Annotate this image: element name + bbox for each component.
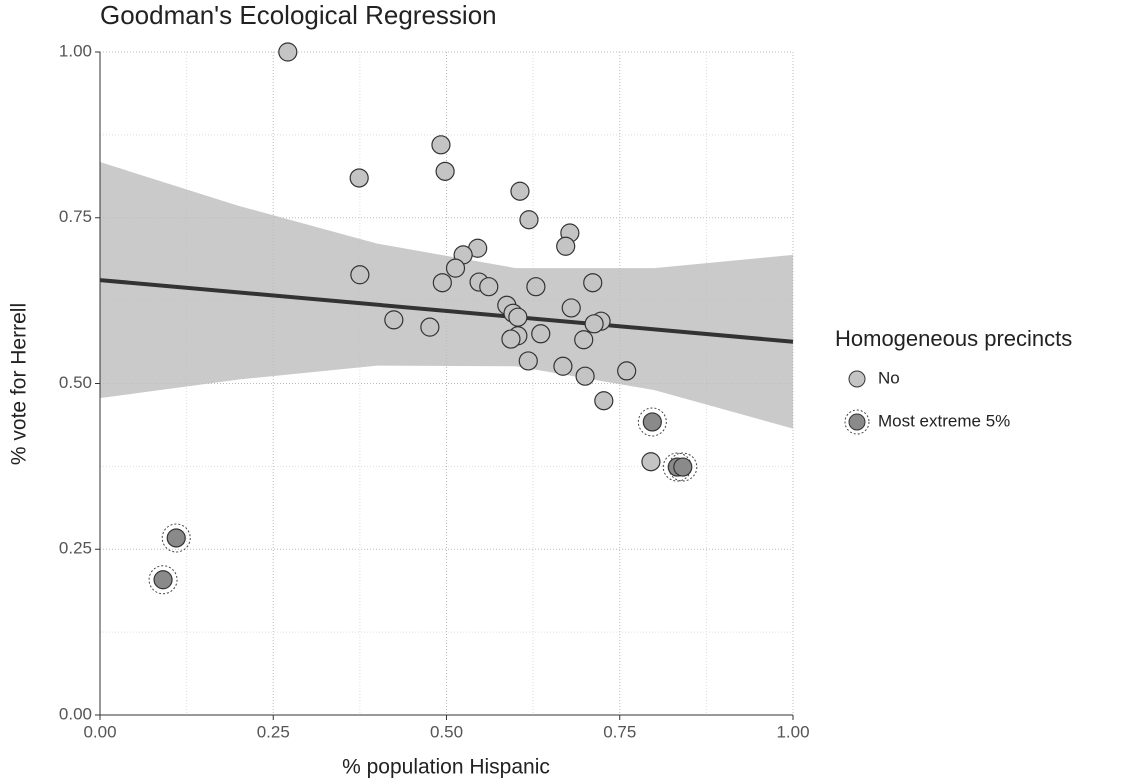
point	[479, 277, 499, 297]
point	[420, 317, 440, 337]
point	[384, 310, 404, 330]
point	[584, 314, 604, 334]
point	[561, 298, 581, 318]
x-tick-label: 0.50	[430, 722, 463, 741]
x-tick-label: 0.75	[603, 722, 636, 741]
y-tick-label: 0.00	[59, 704, 92, 723]
point-ring	[637, 407, 667, 437]
point	[594, 391, 614, 411]
point	[431, 135, 451, 155]
point	[278, 42, 298, 62]
legend-label: Most extreme 5%	[878, 411, 1010, 430]
legend-ring	[844, 409, 870, 435]
point	[518, 351, 538, 371]
point	[617, 361, 637, 381]
chart-title: Goodman's Ecological Regression	[100, 0, 497, 30]
y-tick-label: 0.50	[59, 373, 92, 392]
point	[556, 236, 576, 256]
point	[531, 324, 551, 344]
point	[575, 366, 595, 386]
legend-label: No	[878, 368, 900, 387]
point	[435, 161, 455, 181]
point	[553, 356, 573, 376]
point	[166, 528, 186, 548]
point	[641, 452, 661, 472]
point	[526, 277, 546, 297]
point	[583, 273, 603, 293]
point	[445, 258, 466, 278]
point	[350, 265, 370, 285]
point	[432, 273, 452, 293]
point	[510, 181, 530, 201]
y-tick-label: 0.75	[59, 207, 92, 226]
point	[508, 307, 528, 327]
point-ring	[161, 523, 191, 553]
legend-swatch	[848, 413, 866, 431]
point	[642, 412, 662, 432]
point	[574, 330, 594, 350]
y-axis-title: % vote for Herrell	[8, 303, 31, 465]
point	[349, 168, 369, 188]
point	[519, 210, 539, 230]
x-tick-label: 1.00	[776, 722, 809, 741]
y-tick-label: 0.25	[59, 539, 92, 558]
point	[501, 329, 521, 349]
regression-line	[99, 278, 794, 344]
confidence-band	[100, 162, 793, 429]
x-tick-label: 0.25	[257, 722, 290, 741]
x-tick-label: 0.00	[83, 722, 116, 741]
x-axis-title: % population Hispanic	[342, 756, 550, 779]
legend-swatch	[848, 370, 866, 388]
point	[673, 457, 693, 477]
legend-title: Homogeneous precincts	[835, 326, 1072, 351]
point-ring	[148, 565, 178, 595]
y-tick-label: 1.00	[59, 41, 92, 60]
point-ring	[668, 452, 698, 482]
point	[153, 570, 173, 590]
